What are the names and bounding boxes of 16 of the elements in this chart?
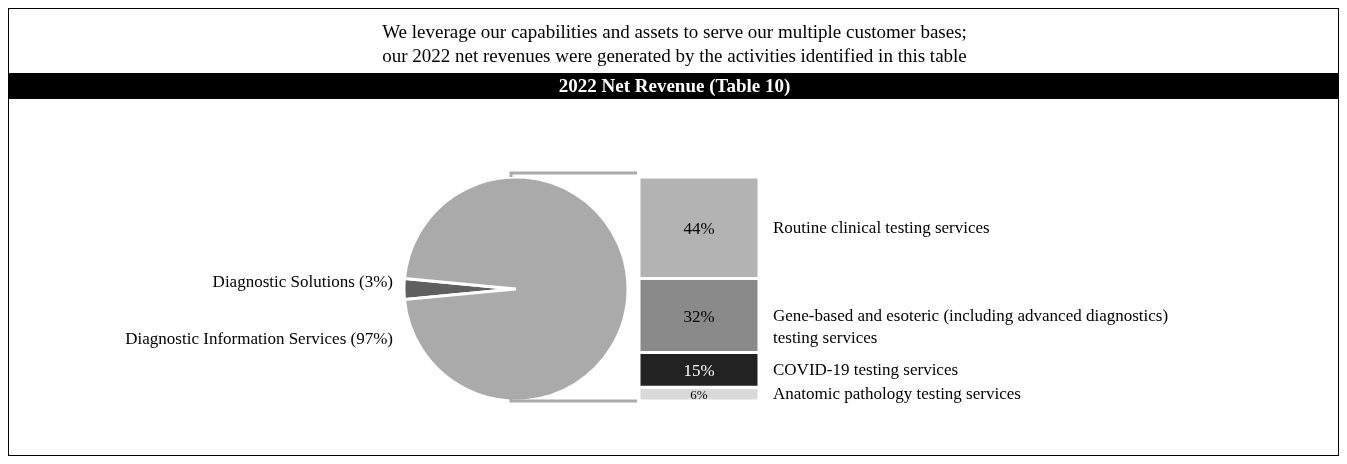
pie-slice (403, 175, 630, 403)
data-label: 15% (683, 360, 715, 380)
text: We leverage our capabilities and assets to serve our multiple customer bases; (381, 21, 968, 43)
text: 2022 Net Revenue (Table 10) (9, 73, 1340, 99)
series-label: Gene-based and esoteric (including advanced diagnostics) testing services (773, 304, 1170, 349)
data-label: (97%) (350, 329, 393, 348)
data-label: 44% (683, 218, 715, 238)
data-label: (3%) (359, 272, 393, 291)
slice-label: Diagnostic Solutions (212, 272, 355, 291)
data-label: 6% (690, 386, 708, 402)
series-label: Routine clinical testing services (773, 216, 991, 239)
slice-label: Diagnostic Information Services (125, 329, 347, 348)
series-label: Anatomic pathology testing services (773, 383, 1022, 406)
series-label: COVID-19 testing services (773, 358, 960, 381)
text: our 2022 net revenues were generated by the activities identified in this table (381, 45, 968, 67)
data-label: 32% (683, 306, 715, 326)
